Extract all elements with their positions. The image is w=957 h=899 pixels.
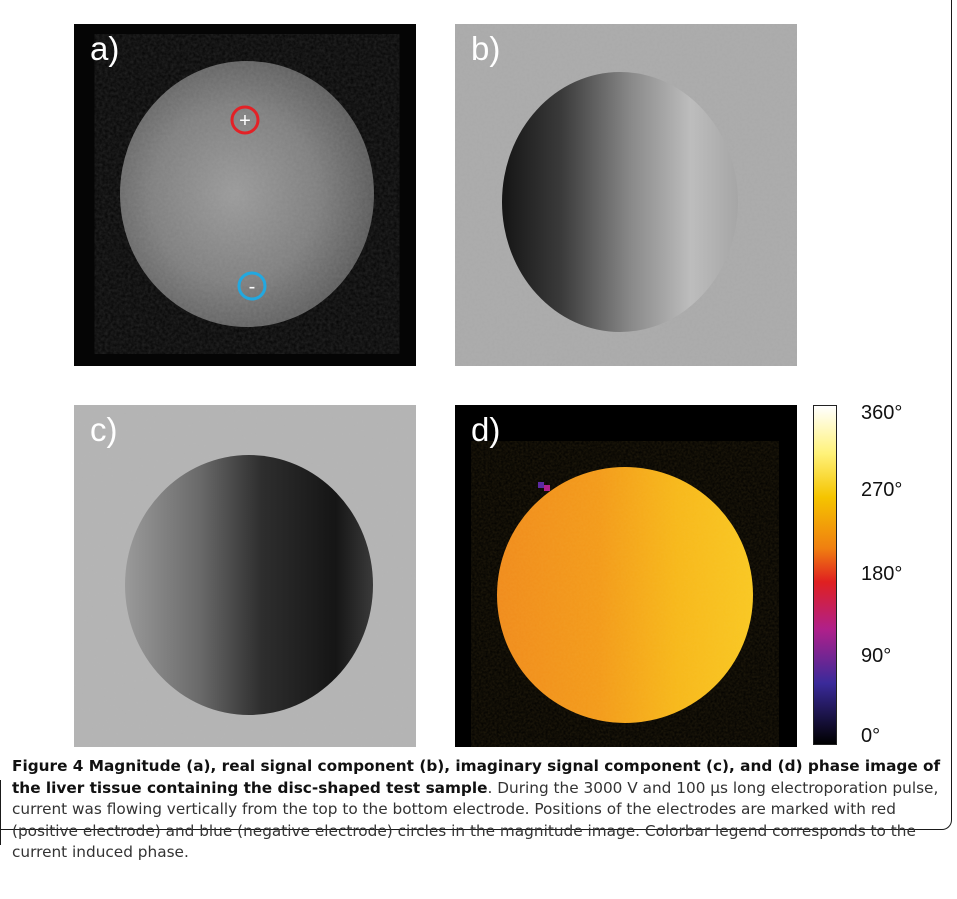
figure-caption: Figure 4 Magnitude (a), real signal comp… [12,756,947,864]
panel-a-magnitude: + - a) [74,24,416,366]
figure-frame [0,0,952,830]
panel-c-label: c) [90,411,118,448]
colorbar-tick-180: 180° [861,563,903,585]
negative-electrode-symbol: - [249,276,256,298]
magnitude-image: + - [120,61,374,327]
real-component-image [455,24,797,366]
phase-image [497,467,753,723]
tissue-disc [502,72,738,332]
colorbar-tick-270: 270° [861,479,903,501]
panel-c-imaginary: c) [74,405,416,747]
positive-electrode-symbol: + [239,110,251,132]
caption-title: Figure 4 Magnitude (a), real signal comp… [12,757,941,797]
panel-b-real: b) [455,24,797,366]
panel-d-phase: d) [455,405,797,747]
colorbar-tick-0: 0° [861,725,881,747]
panel-a-label: a) [90,30,120,67]
panel-b-label: b) [471,30,501,67]
tissue-disc [125,455,373,715]
negative-electrode-marker [237,271,267,301]
phase-colorbar [813,405,837,745]
colorbar-tick-90: 90° [861,645,892,667]
figure-frame-left [0,780,9,845]
caption-body: . During the 3000 V and 100 μs long elec… [12,778,939,862]
colorbar-tick-360: 360° [861,402,903,424]
imaginary-component-image [74,405,416,747]
panel-d-label: d) [471,411,501,448]
positive-electrode-marker [230,105,260,135]
